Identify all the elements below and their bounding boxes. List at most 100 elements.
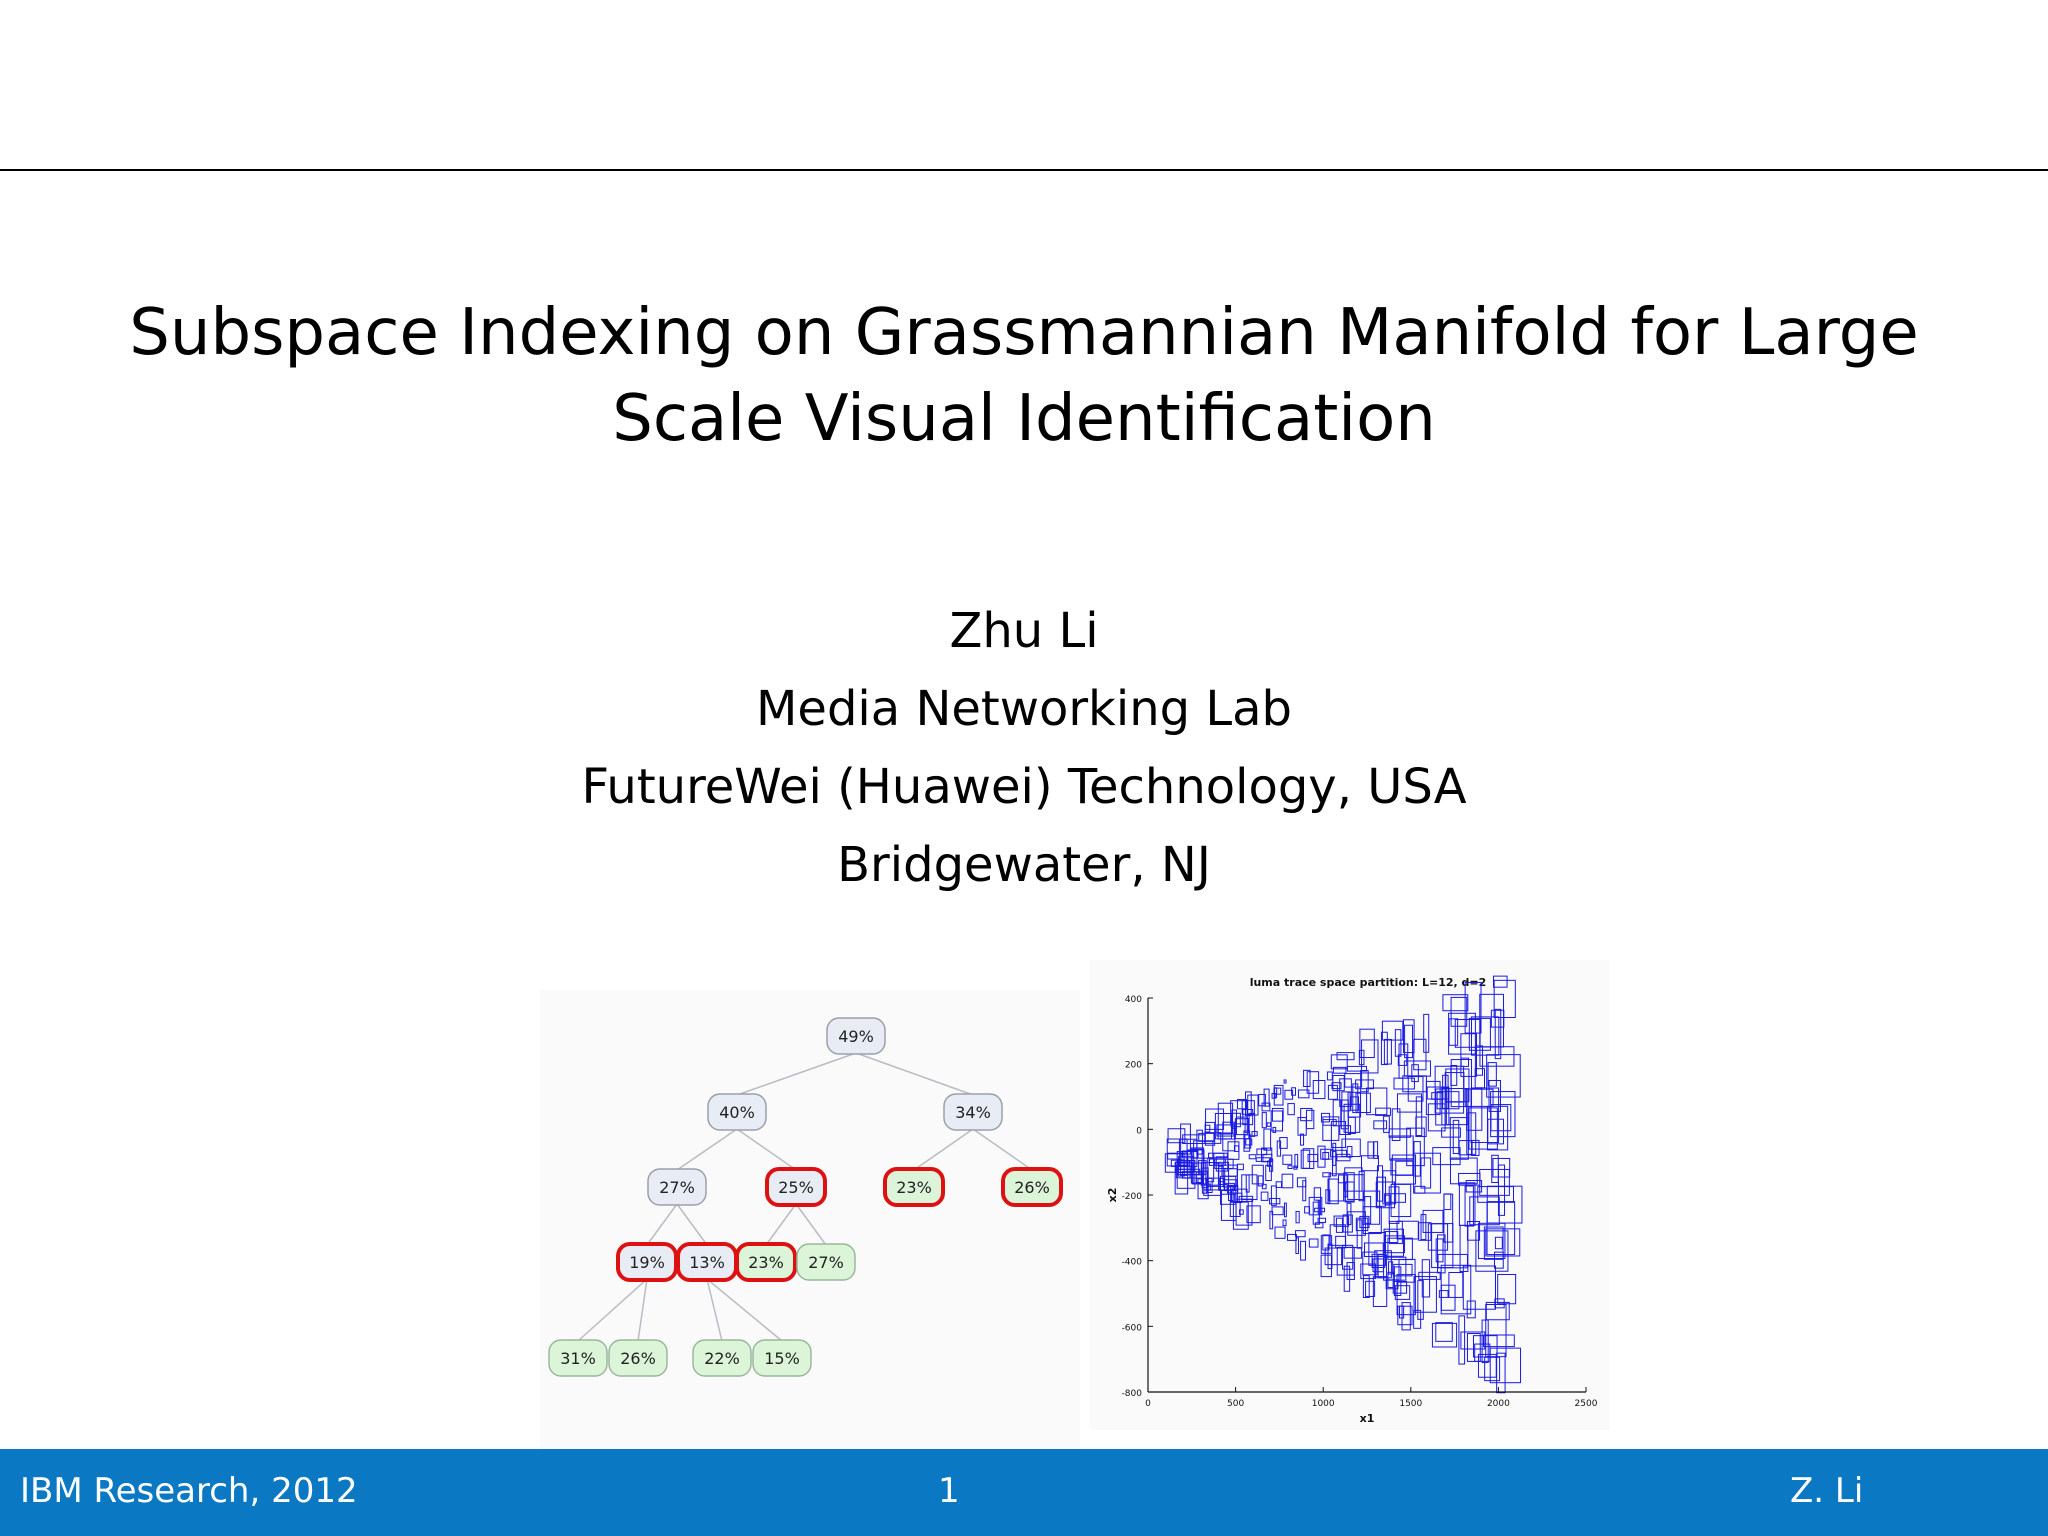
partition-box	[1324, 1247, 1343, 1266]
partition-box	[1344, 1167, 1363, 1192]
partition-box	[1322, 1234, 1330, 1251]
partition-box	[1164, 1153, 1185, 1173]
partition-box	[1251, 1131, 1258, 1137]
tree-node	[765, 1167, 827, 1207]
partition-box	[1434, 1065, 1465, 1114]
partition-box	[1474, 1343, 1491, 1362]
partition-box	[1303, 1069, 1311, 1088]
partition-box	[1445, 1068, 1470, 1103]
partition-box	[1283, 1202, 1287, 1218]
partition-box	[1458, 1182, 1476, 1226]
partition-box	[1271, 1092, 1277, 1099]
partition-box	[1415, 1096, 1423, 1137]
partition-box	[1192, 1162, 1207, 1185]
partition-box	[1297, 1117, 1307, 1136]
partition-box	[1490, 1009, 1505, 1028]
partition-box	[1270, 1185, 1277, 1206]
partition-box	[1196, 1129, 1203, 1155]
partition-box	[1312, 1079, 1326, 1100]
partition-box	[1373, 1120, 1388, 1130]
partition-box	[1241, 1174, 1258, 1201]
partition-box	[1217, 1102, 1234, 1134]
footer-left-text: IBM Research, 2012	[20, 1471, 358, 1511]
x-tick-label: 1000	[1312, 1399, 1335, 1409]
partition-box	[1314, 1222, 1324, 1229]
partition-box	[1231, 1109, 1237, 1129]
partition-box	[1383, 1228, 1404, 1257]
tree-edge	[913, 1128, 974, 1171]
partition-box	[1230, 1112, 1241, 1128]
tree-node-label: 19%	[629, 1253, 665, 1272]
partition-box	[1208, 1152, 1228, 1159]
partition-box	[1485, 1228, 1521, 1257]
partition-box	[1397, 1305, 1413, 1326]
partition-box	[1272, 1126, 1277, 1133]
y-tick-label: -400	[1122, 1258, 1143, 1268]
partition-box	[1468, 1107, 1498, 1150]
partition-box	[1371, 1253, 1386, 1268]
partition-box	[1216, 1124, 1235, 1137]
y-tick-label: 400	[1125, 995, 1142, 1005]
partition-box	[1364, 1242, 1384, 1258]
partition-box	[1431, 1322, 1458, 1348]
partition-box	[1237, 1163, 1244, 1171]
partition-box	[1222, 1121, 1236, 1152]
partition-box	[1372, 1276, 1388, 1307]
partition-box	[1485, 1304, 1507, 1358]
partition-box	[1269, 1210, 1274, 1230]
tree-edge	[736, 1128, 797, 1171]
partition-box	[1308, 1196, 1323, 1216]
tree-node-label: 31%	[560, 1349, 596, 1368]
partition-box	[1443, 1193, 1454, 1243]
tree-figure: 49% 40% 34% 27% 25% 23% 26% 19% 13% 23% 27% 31% 26% 2…	[540, 990, 1080, 1450]
tree-edge	[676, 1128, 738, 1171]
tree-node-label: 23%	[748, 1253, 784, 1272]
partition-box	[1381, 1020, 1404, 1041]
partition-box	[1469, 1196, 1500, 1226]
partition-box	[1347, 1174, 1365, 1200]
partition-box	[1346, 1065, 1368, 1072]
partition-box	[1343, 1265, 1351, 1292]
partition-box	[1492, 1157, 1511, 1178]
partition-box	[1380, 1031, 1388, 1066]
page-number: 1	[938, 1471, 960, 1511]
tree-node-label: 27%	[808, 1253, 844, 1272]
partition-box	[1452, 1119, 1460, 1155]
tree-edge	[765, 1203, 797, 1246]
partition-box	[1362, 1206, 1382, 1235]
partition-box	[1492, 975, 1508, 988]
tree-node-label: 23%	[896, 1178, 932, 1197]
tree-edge	[646, 1203, 678, 1246]
tree-edge	[676, 1203, 708, 1246]
partition-box	[1198, 1132, 1215, 1142]
partition-box	[1362, 1251, 1378, 1276]
tree-node	[1001, 1167, 1063, 1207]
partition-box	[1464, 1185, 1474, 1227]
partition-box	[1398, 1258, 1416, 1283]
tree-edge	[706, 1278, 783, 1342]
y-axis-label: x2	[1106, 1188, 1119, 1203]
footer-bar: IBM Research, 2012 1 Z. Li	[0, 1449, 2048, 1536]
partition-box	[1486, 1105, 1509, 1151]
partition-box	[1339, 1078, 1352, 1107]
partition-box	[1442, 994, 1469, 1012]
partition-box	[1477, 1186, 1515, 1203]
partition-box	[1462, 1265, 1496, 1310]
tree-node-label: 22%	[704, 1349, 740, 1368]
tree-diagram: 49% 40% 34% 27% 25% 23% 26% 19% 13% 23% 27% 31% 26% 2…	[548, 1017, 1063, 1377]
partition-box	[1414, 1185, 1426, 1194]
tree-node-label: 40%	[719, 1103, 755, 1122]
title-line-2: Scale Visual Identification	[612, 382, 1436, 456]
partition-box	[1287, 1103, 1295, 1116]
partition-box	[1273, 1084, 1284, 1106]
tree-node-label: 49%	[838, 1027, 874, 1046]
partition-box	[1261, 1102, 1271, 1112]
partition-box	[1413, 1152, 1441, 1194]
partition-box	[1394, 1285, 1411, 1300]
partition-box	[1464, 1088, 1494, 1107]
partition-box	[1448, 1018, 1459, 1046]
partition-box	[1222, 1179, 1238, 1188]
partition-box	[1486, 1054, 1521, 1098]
partition-box	[1450, 996, 1468, 1027]
partition-box	[1346, 1262, 1355, 1280]
